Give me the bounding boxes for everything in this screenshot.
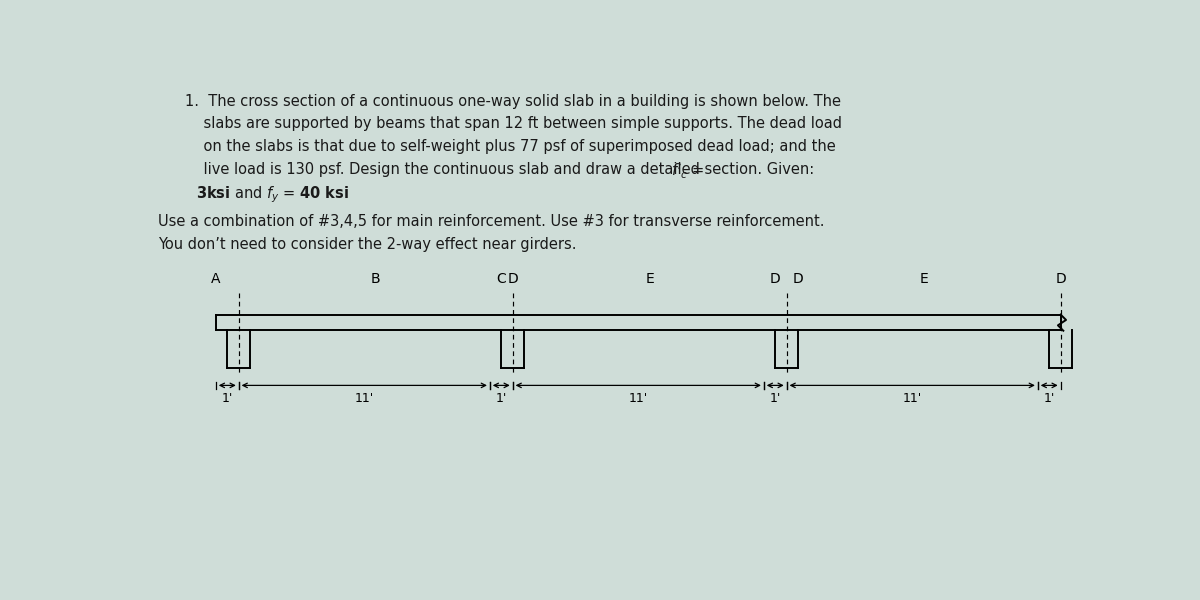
Text: 1.  The cross section of a continuous one-way solid slab in a building is shown : 1. The cross section of a continuous one… bbox=[185, 94, 841, 109]
Text: D: D bbox=[508, 272, 518, 286]
Text: B: B bbox=[371, 272, 380, 286]
Text: A: A bbox=[211, 272, 221, 286]
Text: 11': 11' bbox=[629, 392, 648, 406]
Text: $f'_c$ =: $f'_c$ = bbox=[671, 162, 704, 181]
Text: $\mathbf{3ksi}$ and $f_y$ = $\mathbf{40\ ksi}$: $\mathbf{3ksi}$ and $f_y$ = $\mathbf{40\… bbox=[197, 184, 349, 205]
Text: on the slabs is that due to self-weight plus 77 psf of superimposed dead load; a: on the slabs is that due to self-weight … bbox=[185, 139, 835, 154]
Text: 11': 11' bbox=[902, 392, 922, 406]
Text: D: D bbox=[770, 272, 781, 286]
Text: 1': 1' bbox=[1044, 392, 1055, 406]
Text: E: E bbox=[646, 272, 654, 286]
Text: Use a combination of #3,4,5 for main reinforcement. Use #3 for transverse reinfo: Use a combination of #3,4,5 for main rei… bbox=[157, 214, 824, 229]
Text: live load is 130 psf. Design the continuous slab and draw a detailed section. Gi: live load is 130 psf. Design the continu… bbox=[185, 162, 818, 177]
Text: C: C bbox=[497, 272, 506, 286]
Text: D: D bbox=[793, 272, 804, 286]
Text: 1': 1' bbox=[769, 392, 781, 406]
Text: D: D bbox=[1055, 272, 1066, 286]
Text: E: E bbox=[919, 272, 928, 286]
Text: You don’t need to consider the 2-way effect near girders.: You don’t need to consider the 2-way eff… bbox=[157, 236, 576, 251]
Text: 1': 1' bbox=[222, 392, 233, 406]
Text: 11': 11' bbox=[355, 392, 374, 406]
Text: 1': 1' bbox=[496, 392, 506, 406]
Text: slabs are supported by beams that span 12 ft between simple supports. The dead l: slabs are supported by beams that span 1… bbox=[185, 116, 842, 131]
